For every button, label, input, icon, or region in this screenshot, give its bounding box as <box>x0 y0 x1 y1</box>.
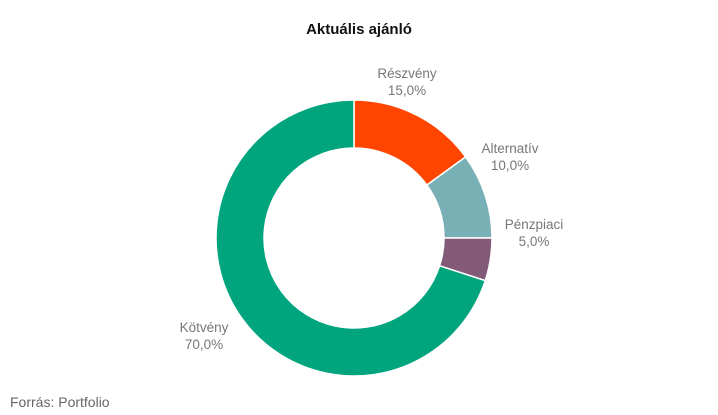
donut-slices <box>215 99 493 377</box>
slice-value-label: 15,0% <box>388 83 426 98</box>
slice-name-label: Pénzpiaci <box>505 217 564 232</box>
slice-labels: Részvény 15,0% Alternatív 10,0% Pénzpiaci 5,0… <box>180 66 564 352</box>
chart-title: Aktuális ajánló <box>306 21 412 38</box>
slice-value-label: 70,0% <box>185 337 223 352</box>
slice-name-label: Alternatív <box>481 141 538 156</box>
slice-name-label: Részvény <box>377 66 437 81</box>
slice-name-label: Kötvény <box>180 320 229 335</box>
slice-value-label: 10,0% <box>491 158 529 173</box>
slice-value-label: 5,0% <box>519 234 550 249</box>
source-note: Forrás: Portfolio <box>10 394 110 410</box>
slice-kötvény <box>215 99 487 377</box>
